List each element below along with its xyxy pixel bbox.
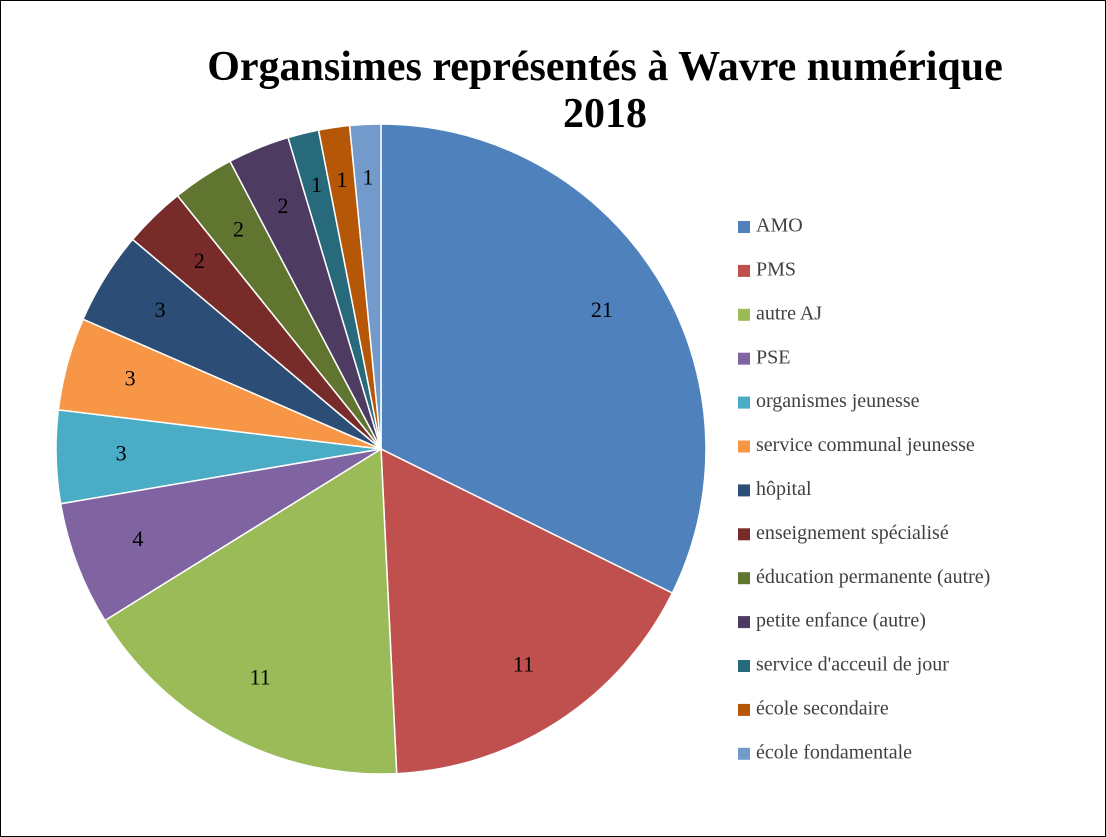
legend-swatch bbox=[738, 572, 750, 585]
legend-swatch bbox=[738, 660, 750, 672]
pie-slice bbox=[59, 448, 382, 622]
legend-swatch bbox=[738, 616, 750, 629]
legend-label: hôpital bbox=[756, 478, 812, 500]
legend-swatch bbox=[738, 396, 750, 409]
legend-label: enseignement spécialisé bbox=[756, 522, 949, 544]
data-label: 21 bbox=[591, 297, 613, 322]
legend-swatch bbox=[738, 264, 750, 277]
data-label: 1 bbox=[362, 165, 373, 190]
legend-label: service communal jeunesse bbox=[756, 434, 975, 456]
legend-label: organismes jeunesse bbox=[756, 390, 920, 412]
legend-swatch bbox=[738, 703, 750, 716]
data-label: 11 bbox=[250, 664, 271, 689]
legend-label: éducation permanente (autre) bbox=[756, 566, 990, 588]
data-label: 11 bbox=[513, 652, 534, 677]
legend-label: école fondamentale bbox=[756, 741, 912, 763]
data-label: 3 bbox=[155, 297, 166, 322]
data-label: 3 bbox=[125, 366, 136, 391]
data-label: 4 bbox=[132, 526, 143, 551]
legend-swatch bbox=[738, 484, 750, 497]
data-label: 1 bbox=[311, 172, 322, 197]
legend-swatch bbox=[738, 308, 750, 321]
data-label: 3 bbox=[116, 440, 127, 465]
chart-title: Organsimes représentés à Wavre numérique… bbox=[207, 44, 1003, 137]
pie-slice bbox=[380, 123, 707, 595]
legend-swatch bbox=[738, 221, 750, 233]
data-label: 2 bbox=[194, 248, 205, 273]
legend-swatch bbox=[738, 440, 750, 453]
legend-label: autre AJ bbox=[756, 302, 822, 324]
pie-slice bbox=[348, 123, 382, 450]
data-label: 1 bbox=[337, 167, 348, 192]
pie-slice bbox=[380, 447, 674, 775]
legend-swatch bbox=[738, 747, 750, 760]
pie-slice bbox=[103, 447, 398, 775]
legend-label: petite enfance (autre) bbox=[756, 610, 926, 632]
legend-label: PSE bbox=[756, 346, 790, 368]
legend-label: école secondaire bbox=[756, 697, 889, 719]
legend-swatch bbox=[738, 352, 750, 365]
data-label: 2 bbox=[233, 217, 244, 242]
legend-label: service d'acceuil de jour bbox=[756, 654, 949, 676]
legend-label: PMS bbox=[756, 258, 796, 280]
legend-swatch bbox=[738, 528, 750, 541]
legend-label: AMO bbox=[756, 215, 803, 237]
data-label: 2 bbox=[277, 193, 288, 218]
